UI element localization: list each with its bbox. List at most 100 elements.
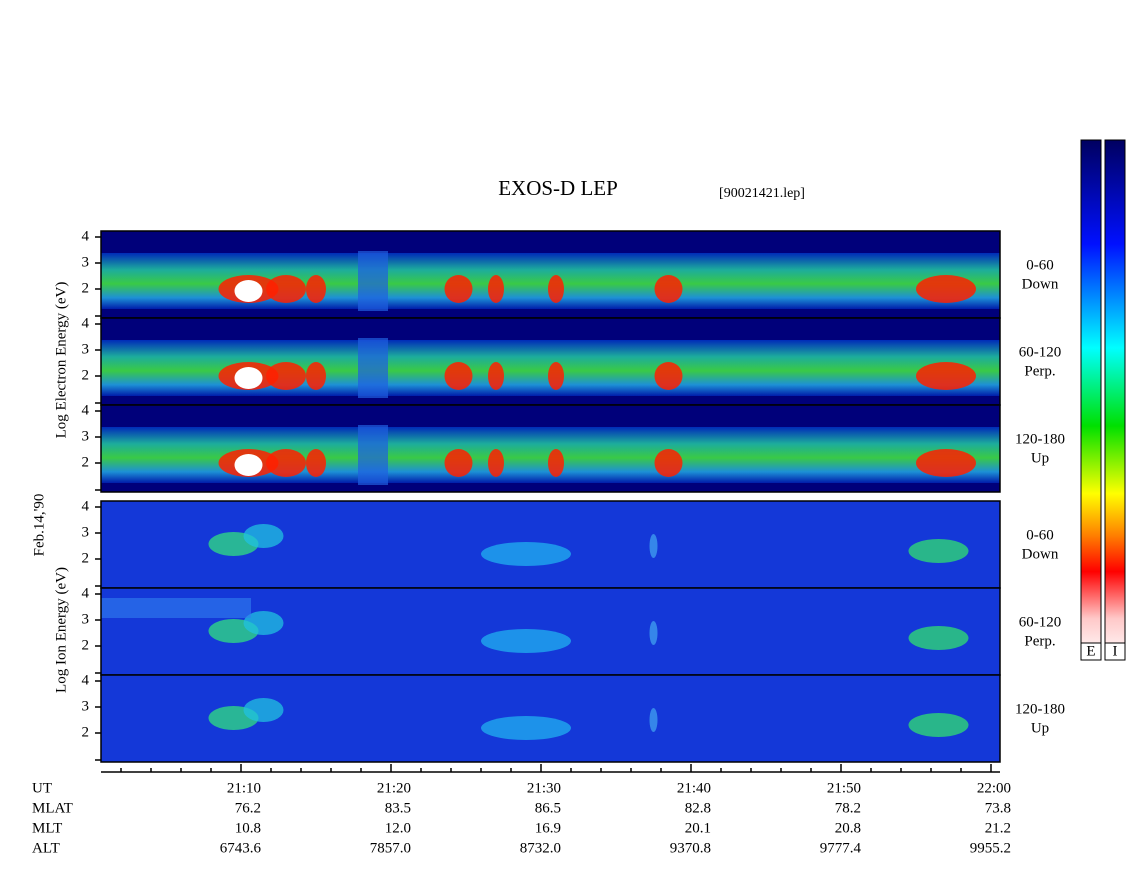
row-value: 21.2 — [985, 820, 1011, 836]
y-tick-label: 3 — [82, 611, 90, 627]
y-tick-label: 3 — [82, 428, 90, 444]
y-tick-label: 3 — [82, 341, 90, 357]
y-tick-label: 4 — [82, 315, 90, 331]
y-tick-label: 4 — [82, 402, 90, 418]
spectrogram-blob — [306, 362, 326, 390]
row-value: 8732.0 — [520, 840, 561, 856]
spectrogram-blob — [306, 449, 326, 477]
spectrogram-blob — [481, 716, 571, 740]
spectrogram-blob — [649, 534, 658, 558]
row-label: MLAT — [32, 800, 73, 816]
row-label: UT — [32, 780, 52, 796]
spectrogram-blob — [548, 449, 564, 477]
row-value: 21:10 — [227, 780, 261, 796]
spectrogram-blob — [444, 449, 473, 477]
spectrogram-blob — [548, 275, 564, 303]
row-label: ALT — [32, 840, 60, 856]
pitch-label: 60-120 — [1019, 344, 1062, 360]
spectrogram-blob — [654, 275, 683, 303]
spectrogram-gap — [358, 425, 388, 485]
colorbar-label: I — [1113, 643, 1118, 659]
spectrogram-blob — [243, 524, 284, 548]
direction-label: Down — [1022, 546, 1059, 562]
direction-label: Up — [1031, 720, 1049, 736]
title: EXOS-D LEP — [498, 176, 618, 200]
ion-axis-label: Log Ion Energy (eV) — [53, 567, 69, 693]
pitch-label: 120-180 — [1015, 701, 1065, 717]
colorbar — [1080, 139, 1102, 661]
row-value: 21:20 — [377, 780, 411, 796]
spectrogram-blob — [266, 362, 306, 390]
spectrogram-blob — [488, 362, 504, 390]
spectrogram-blob — [654, 362, 683, 390]
spectrogram-blob — [649, 621, 658, 645]
row-value: 86.5 — [535, 800, 561, 816]
panel-frame — [100, 404, 1001, 493]
row-value: 9370.8 — [670, 840, 711, 856]
spectrogram-blob — [649, 708, 658, 732]
panel-frame — [100, 674, 1001, 763]
direction-label: Perp. — [1024, 633, 1055, 649]
y-tick-label: 4 — [82, 498, 90, 514]
pitch-label: 0-60 — [1026, 527, 1054, 543]
spectrogram-peak — [234, 367, 263, 389]
spectrogram-blob — [481, 542, 571, 566]
spectrogram-blob — [488, 275, 504, 303]
spectrogram-band — [101, 598, 251, 618]
date: Feb.14,'90 — [31, 494, 47, 557]
row-value: 9777.4 — [820, 840, 862, 856]
colorbar — [1104, 139, 1126, 661]
row-value: 22:00 — [977, 780, 1011, 796]
row-value: 73.8 — [985, 800, 1011, 816]
spectrogram-blob — [444, 362, 473, 390]
spectrogram-blob — [266, 275, 306, 303]
spectrogram-blob — [908, 626, 969, 650]
spectrogram-blob — [916, 449, 976, 477]
spectrogram-blob — [488, 449, 504, 477]
y-tick-label: 3 — [82, 524, 90, 540]
spectrogram-blob — [908, 713, 969, 737]
row-value: 78.2 — [835, 800, 861, 816]
spectrogram-peak — [234, 280, 263, 302]
y-tick-label: 2 — [82, 724, 90, 740]
spectrogram-blob — [481, 629, 571, 653]
row-value: 21:50 — [827, 780, 861, 796]
y-tick-label: 4 — [82, 672, 90, 688]
row-value: 9955.2 — [970, 840, 1011, 856]
colorbar-label: E — [1086, 643, 1095, 659]
spectrogram-blob — [908, 539, 969, 563]
row-value: 83.5 — [385, 800, 411, 816]
file-name: [90021421.lep] — [719, 186, 805, 201]
y-tick-label: 2 — [82, 550, 90, 566]
spectrogram-blob — [306, 275, 326, 303]
row-label: MLT — [32, 820, 62, 836]
spectrogram-blob — [266, 449, 306, 477]
y-tick-label: 3 — [82, 698, 90, 714]
spectrogram-blob — [243, 611, 284, 635]
spectrogram-gap — [358, 251, 388, 311]
row-value: 21:40 — [677, 780, 711, 796]
pitch-label: 120-180 — [1015, 431, 1065, 447]
pitch-label: 60-120 — [1019, 614, 1062, 630]
y-tick-label: 2 — [82, 454, 90, 470]
spectrogram-blob — [916, 275, 976, 303]
row-value: 7857.0 — [370, 840, 411, 856]
row-value: 20.8 — [835, 820, 861, 836]
colorbars: E I — [1080, 139, 1126, 661]
row-value: 21:30 — [527, 780, 561, 796]
row-value: 20.1 — [685, 820, 711, 836]
spectrogram-gap — [358, 338, 388, 398]
pitch-label: 0-60 — [1026, 257, 1054, 273]
row-value: 76.2 — [235, 800, 261, 816]
direction-label: Perp. — [1024, 363, 1055, 379]
y-tick-label: 4 — [82, 585, 90, 601]
spectrogram-blob — [243, 698, 284, 722]
y-tick-label: 4 — [82, 228, 90, 244]
spectrogram-peak — [234, 454, 263, 476]
row-value: 10.8 — [235, 820, 261, 836]
row-value: 82.8 — [685, 800, 711, 816]
spectrogram-blob — [444, 275, 473, 303]
y-tick-label: 3 — [82, 254, 90, 270]
spectrogram-blob — [654, 449, 683, 477]
